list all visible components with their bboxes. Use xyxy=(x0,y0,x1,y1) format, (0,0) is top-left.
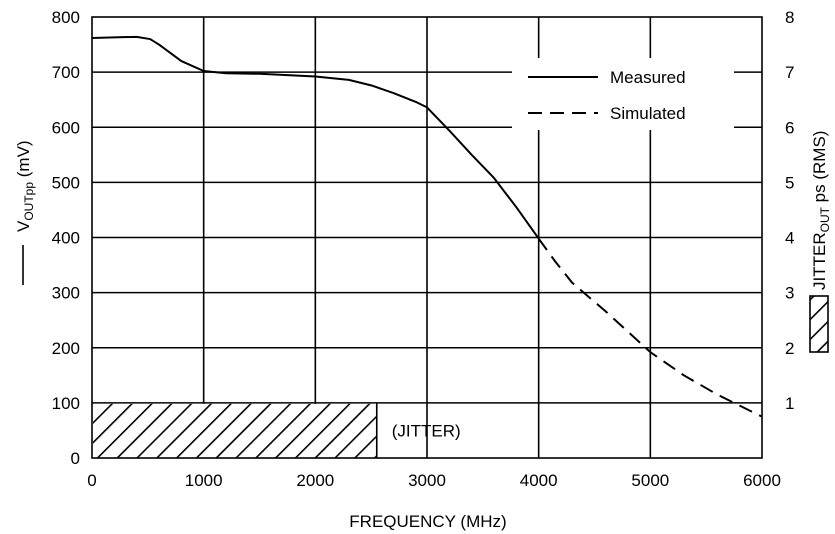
y-left-tick-label: 200 xyxy=(52,339,80,358)
series-line-measured xyxy=(91,35,540,240)
jitter-bar-group: (JITTER) xyxy=(93,402,461,458)
y-left-tick-label: 600 xyxy=(52,118,80,137)
x-axis-ticks: 0 1000 2000 3000 4000 5000 6000 xyxy=(87,471,781,490)
y-right-axis-label: JITTEROUT ps (RMS) xyxy=(810,131,832,290)
legend-label: Simulated xyxy=(610,104,686,123)
jitter-bar xyxy=(93,403,377,458)
y-left-tick-label: 100 xyxy=(52,394,80,413)
x-tick-label: 3000 xyxy=(408,471,446,490)
y-right-tick-label: 1 xyxy=(785,394,794,413)
legend-label: Measured xyxy=(610,68,686,87)
y-right-tick-label: 3 xyxy=(785,284,794,303)
legend-box xyxy=(512,58,734,130)
y-right-tick-label: 2 xyxy=(785,339,794,358)
y-left-tick-label: 300 xyxy=(52,284,80,303)
x-tick-label: 2000 xyxy=(296,471,334,490)
y-right-axis-ticks: 1 2 3 4 5 6 7 8 xyxy=(785,8,794,413)
y-left-axis-label: VOUTpp (mV) xyxy=(14,140,36,232)
x-axis-label: FREQUENCY (MHz) xyxy=(349,512,506,531)
y-left-tick-label: 0 xyxy=(71,449,80,468)
y-right-tick-label: 8 xyxy=(785,8,794,27)
right-axis-hatch-key xyxy=(809,295,829,353)
series-line-simulated xyxy=(537,238,763,418)
legend: Measured Simulated xyxy=(512,58,734,130)
y-right-tick-label: 6 xyxy=(785,118,794,137)
y-left-tick-label: 400 xyxy=(52,229,80,248)
y-left-tick-label: 700 xyxy=(52,63,80,82)
x-tick-label: 6000 xyxy=(743,471,781,490)
y-right-tick-label: 5 xyxy=(785,173,794,192)
y-left-axis-ticks: 0 100 200 300 400 500 600 700 800 xyxy=(52,8,80,468)
x-tick-label: 4000 xyxy=(520,471,558,490)
y-left-tick-label: 500 xyxy=(52,173,80,192)
grid xyxy=(92,17,762,458)
x-tick-label: 1000 xyxy=(185,471,223,490)
plot-frame xyxy=(91,16,763,459)
series-group xyxy=(91,35,763,418)
y-right-tick-label: 7 xyxy=(785,63,794,82)
jitter-label: (JITTER) xyxy=(392,421,461,440)
x-tick-label: 5000 xyxy=(631,471,669,490)
y-left-tick-label: 800 xyxy=(52,8,80,27)
x-tick-label: 0 xyxy=(87,471,96,490)
y-right-tick-label: 4 xyxy=(785,229,794,248)
